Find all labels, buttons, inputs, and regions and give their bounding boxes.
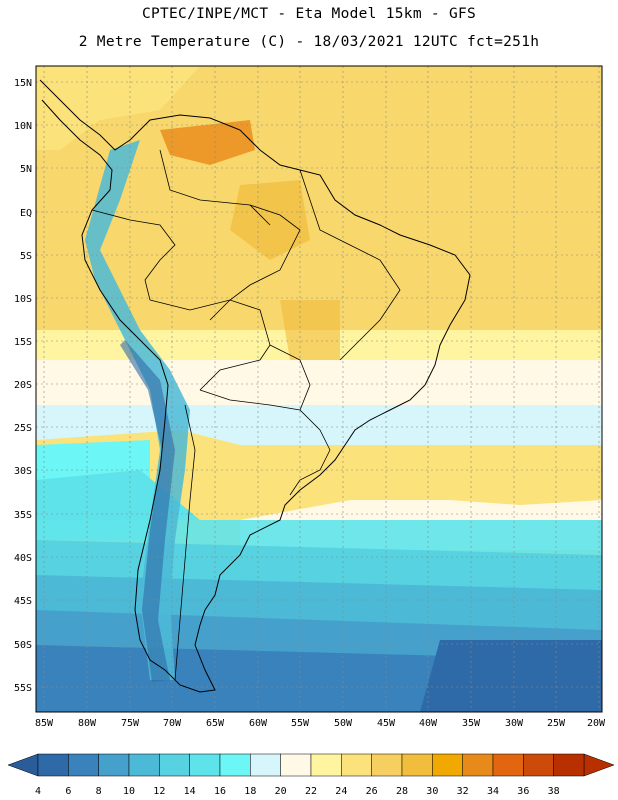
lon-label: 55W [291, 718, 310, 729]
lon-label: 20W [587, 718, 606, 729]
colorbar-swatch [68, 753, 99, 777]
lat-label: 35S [14, 510, 32, 521]
map-frame [35, 65, 603, 713]
colorbar-lower-arrow [7, 753, 39, 777]
colorbar-swatch [310, 753, 342, 777]
lon-label: 70W [163, 718, 182, 729]
colorbar-tick-label: 12 [153, 786, 165, 797]
lon-label: 45W [377, 718, 396, 729]
lon-label: 35W [462, 718, 481, 729]
lon-label: 50W [334, 718, 353, 729]
colorbar-swatch [553, 753, 585, 777]
lat-label: 5N [20, 164, 32, 175]
colorbar-tick-label: 14 [184, 786, 196, 797]
colorbar-swatch [98, 753, 130, 777]
colorbar-tick-label: 10 [123, 786, 135, 797]
colorbar-swatch [280, 753, 312, 777]
colorbar-swatch [432, 753, 463, 777]
colorbar-tick-label: 8 [96, 786, 102, 797]
colorbar-swatch [492, 753, 524, 777]
colorbar-swatch [462, 753, 494, 777]
colorbar-swatch [128, 753, 160, 777]
lat-label: 15N [14, 78, 32, 89]
colorbar-tick-label: 16 [214, 786, 226, 797]
latitude-labels: 15N 10N 5N EQ 5S 10S 15S 20S 25S 30S 35S… [14, 78, 32, 694]
lat-label: EQ [20, 208, 32, 219]
colorbar-tick-label: 38 [548, 786, 560, 797]
lon-label: 85W [35, 718, 54, 729]
colorbar-tick-label: 34 [487, 786, 499, 797]
lon-label: 40W [419, 718, 438, 729]
lat-label: 50S [14, 640, 32, 651]
colorbar-tick-label: 6 [65, 786, 71, 797]
longitude-labels: 85W 80W 75W 70W 65W 60W 55W 50W 45W 40W … [35, 718, 606, 729]
lat-label: 10N [14, 121, 32, 132]
colorbar: 4 6 8 10 12 14 16 18 20 22 24 26 28 30 32 34 36 38 [7, 753, 615, 797]
colorbar-tick-label: 30 [426, 786, 438, 797]
colorbar-swatch [159, 753, 190, 777]
chart-title-line2: 2 Metre Temperature (C) - 18/03/2021 12U… [78, 34, 540, 50]
country-borders [91, 149, 401, 681]
lat-label: 45S [14, 596, 32, 607]
lon-label: 80W [78, 718, 97, 729]
colorbar-tick-label: 4 [35, 786, 41, 797]
lat-label: 10S [14, 294, 32, 305]
colorbar-swatch [371, 753, 403, 777]
colorbar-tick-label: 36 [517, 786, 529, 797]
lat-label: 20S [14, 380, 32, 391]
lon-label: 30W [505, 718, 524, 729]
colorbar-tick-label: 32 [457, 786, 469, 797]
lon-label: 25W [547, 718, 566, 729]
colorbar-swatch [250, 753, 281, 777]
lat-label: 25S [14, 423, 32, 434]
lat-label: 5S [20, 251, 32, 262]
colorbar-upper-arrow [583, 753, 615, 777]
colorbar-tick-label: 26 [366, 786, 378, 797]
lat-label: 15S [14, 337, 32, 348]
lon-label: 60W [249, 718, 268, 729]
colorbar-swatch [189, 753, 221, 777]
colorbar-tick-label: 18 [244, 786, 256, 797]
lon-label: 75W [121, 718, 140, 729]
lat-label: 55S [14, 683, 32, 694]
lat-label: 30S [14, 466, 32, 477]
lat-label: 40S [14, 553, 32, 564]
temperature-field [36, 66, 602, 712]
coastline [39, 79, 471, 693]
colorbar-swatch [219, 753, 251, 777]
colorbar-tick-label: 28 [396, 786, 408, 797]
lon-label: 65W [206, 718, 225, 729]
graticule [36, 66, 602, 712]
colorbar-swatch [37, 753, 69, 777]
colorbar-swatch [523, 753, 554, 777]
colorbar-tick-label: 22 [305, 786, 317, 797]
chart-title-line1: CPTEC/INPE/MCT - Eta Model 15km - GFS [141, 6, 477, 22]
colorbar-swatch [341, 753, 372, 777]
colorbar-swatch [401, 753, 433, 777]
colorbar-tick-label: 24 [335, 786, 347, 797]
colorbar-tick-label: 20 [275, 786, 287, 797]
